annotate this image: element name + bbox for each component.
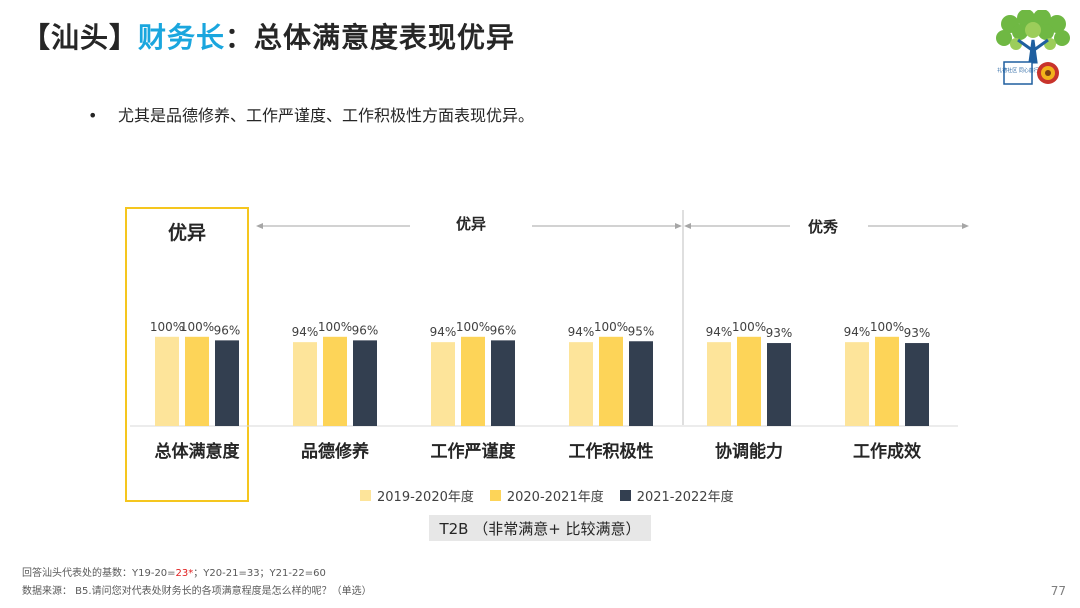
overall-rating-label: 优异 bbox=[168, 222, 207, 244]
bar bbox=[845, 342, 869, 426]
data-label: 94% bbox=[844, 325, 871, 339]
legend-label: 2021-2022年度 bbox=[636, 490, 734, 505]
bar bbox=[293, 342, 317, 426]
bar bbox=[875, 336, 899, 426]
group2-arrowhead-left bbox=[684, 223, 691, 229]
data-label: 94% bbox=[706, 325, 733, 339]
legend-swatch bbox=[489, 490, 501, 501]
category-labels: 总体满意度 品德修养 工作严谨度 工作积极性 协调能力 工作成效 bbox=[155, 441, 922, 462]
title-suffix: ：总体满意度表现优异 bbox=[225, 21, 516, 54]
data-label: 96% bbox=[352, 323, 379, 337]
title-prefix: 【汕头】 bbox=[22, 21, 139, 54]
legend-swatch bbox=[360, 490, 371, 501]
bars bbox=[130, 336, 958, 427]
category-label: 总体满意度 bbox=[155, 441, 241, 462]
bar bbox=[323, 336, 347, 426]
bar bbox=[431, 342, 455, 426]
footnote-base-prefix: 回答汕头代表处的基数：Y19-20= bbox=[22, 568, 176, 579]
data-label: 94% bbox=[292, 325, 319, 339]
legend-swatch bbox=[619, 490, 631, 501]
group2-arrowhead-right bbox=[962, 223, 969, 229]
bullet-text: 尤其是品德修养、工作严谨度、工作积极性方面表现优异。 bbox=[118, 106, 535, 125]
legend-item: 2020-2021年度 bbox=[489, 486, 604, 505]
footnote-base-suffix: ；Y20-21=33；Y21-22=60 bbox=[193, 568, 326, 579]
data-label: 96% bbox=[214, 323, 241, 337]
group1-arrowhead-right bbox=[675, 223, 682, 229]
bar bbox=[629, 341, 653, 426]
category-label: 工作成效 bbox=[853, 441, 921, 462]
bullet-dot: • bbox=[88, 106, 98, 125]
group1-rating-label: 优异 bbox=[456, 215, 487, 233]
category-label: 品德修养 bbox=[301, 441, 370, 462]
data-label: 94% bbox=[568, 325, 595, 339]
footnote-source: 数据来源： B5.请问您对代表处财务长的各项满意程度是怎么样的呢？（单选） bbox=[22, 586, 372, 597]
title-accent: 财务长 bbox=[138, 21, 226, 54]
data-label: 100% bbox=[732, 320, 766, 334]
data-labels: 100%100% 96% 94% 100% 96% 94% 100% 96% 94% 100% 95… bbox=[150, 320, 930, 340]
legend: 2019-2020年度 2020-2021年度 2021-2022年度 bbox=[360, 486, 734, 505]
data-label: 94% bbox=[430, 325, 457, 339]
legend-item: 2021-2022年度 bbox=[619, 486, 734, 505]
data-label: 100% bbox=[870, 320, 904, 334]
bullet-point: • 尤其是品德修养、工作严谨度、工作积极性方面表现优异。 bbox=[88, 102, 534, 126]
data-label: 95% bbox=[628, 324, 655, 338]
bar bbox=[155, 336, 179, 426]
tree-logo: 礼德社区 同心前行 bbox=[996, 10, 1070, 85]
bar bbox=[353, 340, 377, 426]
legend-label: 2020-2021年度 bbox=[506, 490, 604, 505]
logo-caption: 礼德社区 同心前行 bbox=[997, 67, 1039, 74]
page-title: 【汕头】财务长：总体满意度表现优异 bbox=[22, 16, 515, 56]
bar bbox=[905, 343, 929, 426]
data-label: 93% bbox=[766, 326, 793, 340]
bar bbox=[599, 336, 623, 426]
legend-label: 2019-2020年度 bbox=[377, 490, 474, 505]
metric-label: T2B （非常满意+ 比较满意） bbox=[429, 515, 651, 541]
group2-rating-label: 优秀 bbox=[808, 218, 839, 236]
bar bbox=[491, 340, 515, 426]
data-label: 93% bbox=[904, 326, 931, 340]
group1-arrowhead-left bbox=[256, 223, 263, 229]
data-label: 100% bbox=[594, 320, 628, 334]
data-label: 96% bbox=[490, 323, 517, 337]
category-label: 工作积极性 bbox=[569, 441, 654, 462]
data-label: 100% bbox=[456, 320, 490, 334]
bar bbox=[185, 336, 209, 426]
bar bbox=[737, 336, 761, 426]
legend-item: 2019-2020年度 bbox=[360, 486, 474, 505]
footnote-base-red: 23* bbox=[175, 568, 194, 579]
category-label: 协调能力 bbox=[715, 441, 783, 462]
footnote-base: 回答汕头代表处的基数：Y19-20=23*；Y20-21=33；Y21-22=6… bbox=[22, 564, 326, 579]
bar bbox=[215, 340, 239, 426]
overall-highlight-box bbox=[125, 207, 249, 502]
page-number: 77 bbox=[1050, 584, 1066, 598]
group-annotations bbox=[256, 210, 969, 425]
category-label: 工作严谨度 bbox=[431, 441, 517, 462]
data-label: 100% bbox=[180, 320, 214, 334]
data-label: 100% bbox=[150, 320, 184, 334]
data-label: 100% bbox=[318, 320, 352, 334]
bar bbox=[461, 336, 485, 426]
bar bbox=[767, 343, 791, 426]
bar bbox=[569, 342, 593, 426]
bar bbox=[707, 342, 731, 426]
